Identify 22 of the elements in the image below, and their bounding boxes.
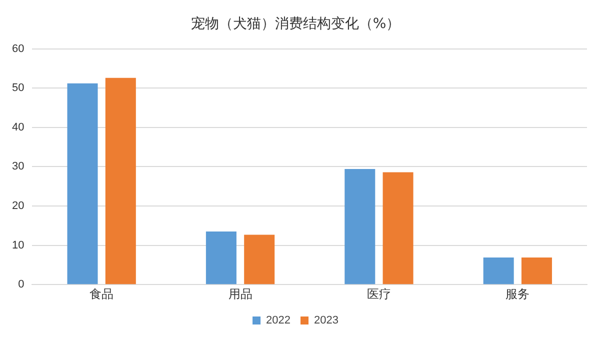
x-tick-label: 服务 xyxy=(506,287,530,302)
bar xyxy=(382,172,414,284)
bar xyxy=(67,83,98,284)
bar xyxy=(521,257,552,284)
bar xyxy=(206,232,236,284)
bar xyxy=(483,257,514,284)
legend-label: 2022 xyxy=(266,314,291,327)
x-tick-label: 食品 xyxy=(90,287,114,302)
chart-title: 宠物（犬猫）消费结构变化（%） xyxy=(190,16,400,32)
y-tick-label: 60 xyxy=(12,42,24,55)
y-tick-label: 40 xyxy=(12,121,24,134)
bar xyxy=(105,78,136,284)
y-tick-label: 10 xyxy=(12,239,24,252)
bar xyxy=(244,234,275,284)
x-tick-label: 医疗 xyxy=(366,287,391,302)
bar xyxy=(344,169,376,284)
legend-label: 2023 xyxy=(314,314,338,327)
y-tick-label: 20 xyxy=(12,200,24,212)
x-tick-label: 用品 xyxy=(228,287,252,302)
y-tick-label: 0 xyxy=(18,278,24,291)
y-tick-label: 50 xyxy=(12,82,24,94)
y-tick-label: 30 xyxy=(12,160,24,173)
